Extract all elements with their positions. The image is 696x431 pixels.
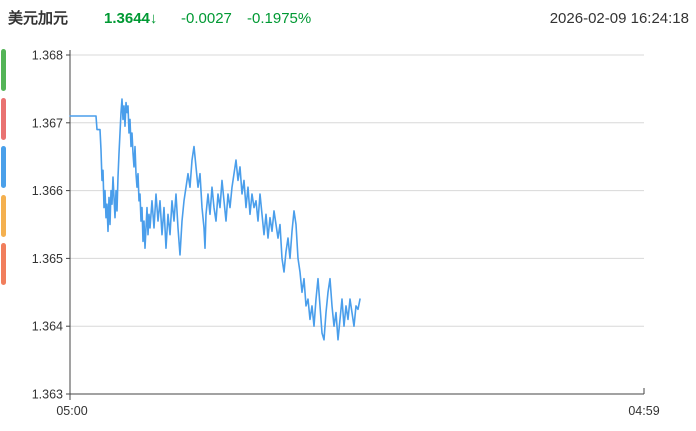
y-axis-label: 1.364 — [32, 320, 63, 334]
down-arrow-icon: ↓ — [149, 10, 158, 27]
left-tab-strip — [0, 0, 10, 431]
symbol-name: 美元加元 — [8, 10, 69, 27]
price-change-percent: -0.1975% — [247, 10, 312, 27]
y-axis-label: 1.366 — [32, 184, 63, 198]
sidebar-tab-2[interactable] — [1, 97, 6, 140]
price-change: -0.0027 — [181, 10, 232, 27]
last-price: 1.3644↓ — [104, 8, 157, 30]
quote-header: 美元加元 1.3644↓ -0.0027 -0.1975% 2026-02-09… — [0, 8, 696, 30]
y-axis-label: 1.367 — [32, 116, 63, 130]
quote-timestamp: 2026-02-09 16:24:18 — [549, 10, 689, 27]
sidebar-tab-5[interactable] — [1, 243, 6, 285]
y-axis-label: 1.363 — [32, 388, 63, 402]
y-axis-label: 1.365 — [32, 252, 63, 266]
price-line-usd-cad — [69, 98, 361, 341]
sidebar-tab-1[interactable] — [1, 49, 6, 91]
sidebar-tab-3[interactable] — [1, 146, 6, 188]
x-axis-label-start: 05:00 — [56, 404, 87, 418]
x-axis-label-end: 04:59 — [628, 404, 659, 418]
y-axis-label: 1.368 — [32, 49, 63, 63]
last-price-value: 1.3644 — [104, 10, 150, 27]
sidebar-tab-4[interactable] — [1, 194, 6, 237]
